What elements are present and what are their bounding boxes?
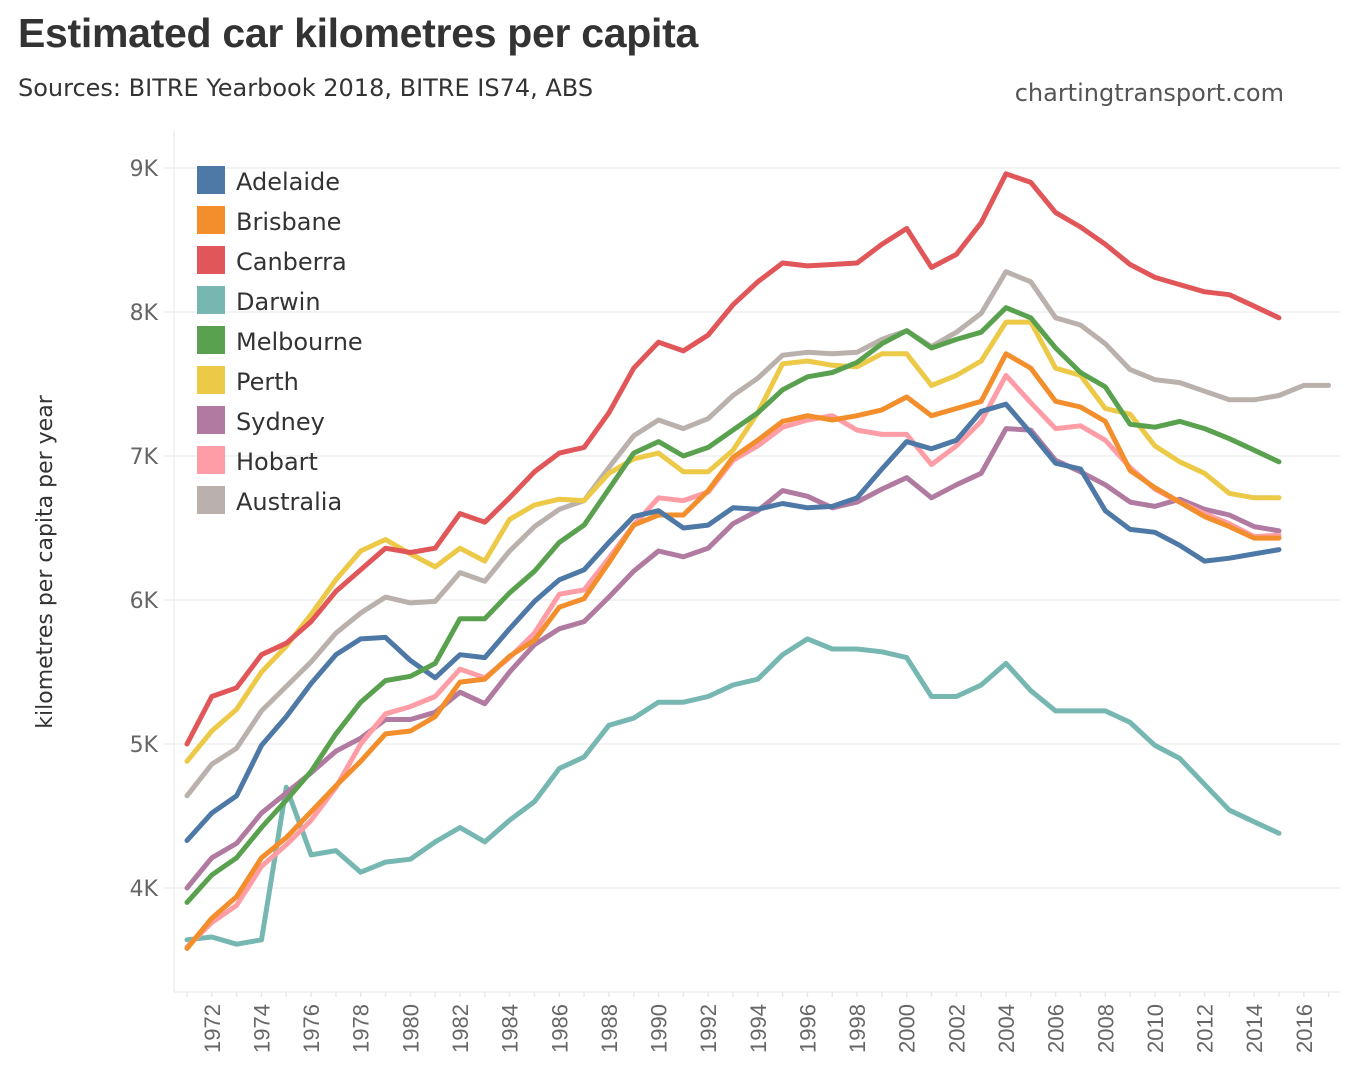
legend: Adelaide Brisbane Canberra Darwin Melbourne P… [197,166,363,516]
legend-item-sydney[interactable]: Sydney [197,406,325,436]
legend-swatch [197,326,225,354]
series-lines [184,171,1332,951]
series-line-brisbane [184,351,1282,951]
chart-subtitle: Sources: BITRE Yearbook 2018, BITRE IS74… [18,74,594,102]
legend-label: Brisbane [236,208,341,236]
x-tick-label: 1998 [845,1004,870,1053]
x-tick-label: 2002 [944,1004,969,1053]
y-tick-label: 5K [130,733,159,758]
legend-swatch [197,166,225,194]
legend-swatch [197,486,225,514]
legend-label: Adelaide [236,168,340,196]
legend-item-darwin[interactable]: Darwin [197,286,321,316]
legend-swatch [197,366,225,394]
y-tick-label: 7K [130,445,159,470]
y-axis-ticks: 4K 5K 6K 7K 8K 9K [130,157,174,902]
x-tick-label: 1980 [398,1004,423,1053]
x-tick-label: 1986 [547,1004,572,1053]
legend-label: Darwin [236,288,321,316]
y-axis-title: kilometres per capita per year [33,394,58,728]
chart-title: Estimated car kilometres per capita [18,10,698,56]
x-axis-ticks: 1972 1974 1976 1978 1980 1982 1984 1986 1988 1990… [186,992,1330,1053]
credit-text: chartingtransport.com [1014,79,1284,107]
x-tick-label: 1994 [746,1004,771,1053]
legend-label: Hobart [236,448,318,476]
legend-label: Australia [236,488,342,516]
y-tick-label: 6K [130,589,159,614]
x-tick-label: 1996 [795,1004,820,1053]
x-tick-label: 1972 [200,1004,225,1053]
x-tick-label: 2008 [1093,1004,1118,1053]
x-tick-label: 1988 [597,1004,622,1053]
x-tick-label: 1974 [249,1004,274,1053]
series-line-darwin [184,636,1282,947]
legend-item-hobart[interactable]: Hobart [197,446,318,476]
series-line-sydney [184,426,1282,891]
legend-label: Melbourne [236,328,363,356]
x-tick-label: 1990 [647,1004,672,1053]
x-tick-label: 1992 [696,1004,721,1053]
x-tick-label: 1978 [349,1004,374,1053]
x-tick-label: 2000 [895,1004,920,1053]
legend-swatch [197,286,225,314]
legend-swatch [197,446,225,474]
legend-swatch [197,406,225,434]
legend-item-melbourne[interactable]: Melbourne [197,326,363,356]
y-tick-label: 4K [130,877,159,902]
legend-item-australia[interactable]: Australia [197,486,342,516]
x-tick-label: 2006 [1044,1004,1069,1053]
x-tick-label: 2012 [1193,1004,1218,1053]
series-line-perth [184,319,1282,764]
legend-label: Perth [236,368,299,396]
legend-label: Canberra [236,248,347,276]
x-tick-label: 1984 [498,1004,523,1053]
x-tick-label: 2004 [994,1004,1019,1053]
x-tick-label: 1976 [299,1004,324,1053]
legend-label: Sydney [236,408,325,436]
series-line-melbourne [184,305,1282,905]
x-tick-label: 2010 [1143,1004,1168,1053]
legend-swatch [197,206,225,234]
y-tick-label: 8K [130,301,159,326]
x-tick-label: 2016 [1292,1004,1317,1053]
series-line-canberra [184,171,1282,747]
series-line-adelaide [184,401,1282,843]
legend-item-adelaide[interactable]: Adelaide [197,166,340,196]
y-tick-label: 9K [130,157,159,182]
x-tick-label: 1982 [448,1004,473,1053]
series-line-australia [184,269,1332,799]
legend-item-perth[interactable]: Perth [197,366,299,396]
legend-item-brisbane[interactable]: Brisbane [197,206,341,236]
legend-item-canberra[interactable]: Canberra [197,246,347,276]
gridlines [174,167,1340,889]
legend-swatch [197,246,225,274]
x-tick-label: 2014 [1242,1004,1267,1053]
